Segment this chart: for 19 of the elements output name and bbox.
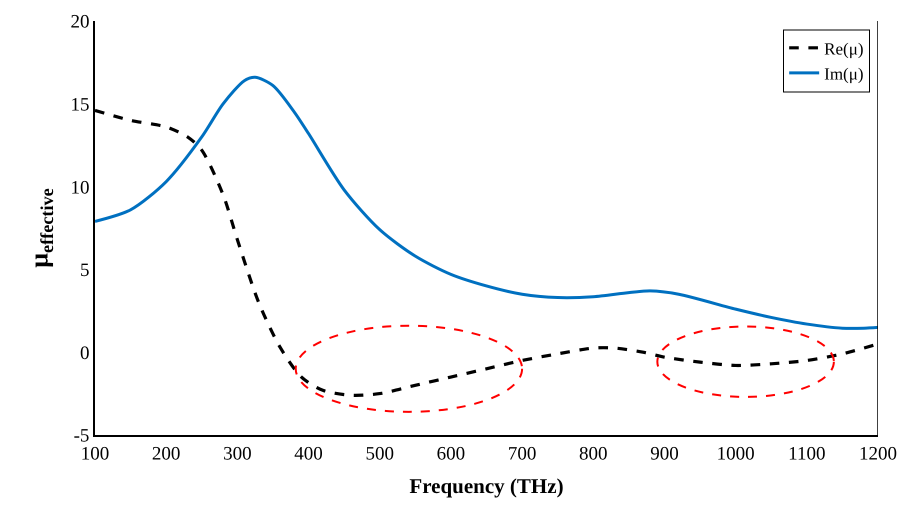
legend-label: Im(μ) [824, 64, 864, 84]
y-tick-label: 0 [80, 342, 90, 364]
x-tick-label: 200 [152, 444, 180, 465]
x-tick-label: 1000 [716, 444, 755, 465]
x-tick-label: 800 [579, 444, 608, 465]
y-tick-label: 20 [70, 12, 90, 33]
y-tick-label: 10 [70, 177, 90, 198]
x-tick-label: 500 [365, 444, 394, 465]
y-tick-label: 5 [80, 260, 90, 282]
x-tick-label: 300 [223, 444, 252, 465]
x-tick-label: 400 [294, 444, 323, 465]
legend-label: Re(μ) [824, 39, 864, 58]
x-tick-label: 1200 [859, 444, 897, 465]
x-tick-label: 600 [436, 444, 466, 465]
x-tick-label: 700 [508, 444, 536, 465]
x-tick-label: 900 [650, 444, 679, 465]
x-axis-title: Frequency (THz) [409, 474, 564, 498]
y-tick-label: 15 [70, 94, 90, 116]
x-tick-label: 1100 [788, 444, 826, 465]
